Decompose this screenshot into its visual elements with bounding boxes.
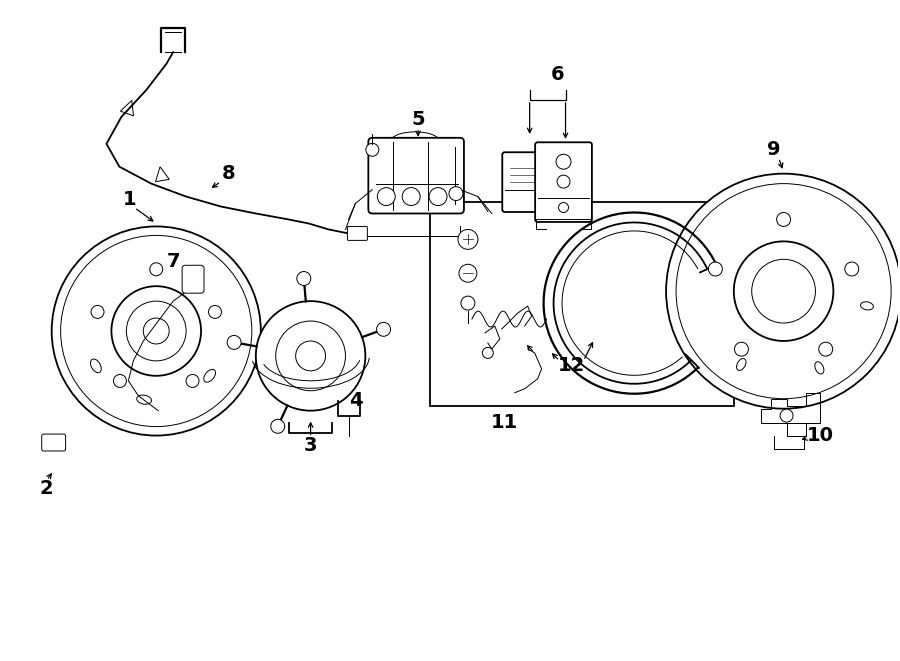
FancyBboxPatch shape [502,152,545,212]
Circle shape [559,202,569,212]
Circle shape [429,188,447,206]
FancyBboxPatch shape [536,142,592,222]
Bar [430,202,734,406]
Circle shape [227,335,241,350]
Circle shape [557,175,570,188]
Text: 3: 3 [304,436,318,455]
Ellipse shape [91,359,102,373]
Circle shape [734,342,749,356]
FancyBboxPatch shape [347,227,367,241]
FancyBboxPatch shape [41,434,66,451]
Text: 4: 4 [348,391,362,410]
Text: 9: 9 [767,140,780,159]
Circle shape [449,186,463,200]
Circle shape [752,259,815,323]
Circle shape [482,348,493,358]
Circle shape [112,286,201,376]
Circle shape [377,188,395,206]
Ellipse shape [814,362,824,374]
Circle shape [366,143,379,156]
Text: 11: 11 [491,413,518,432]
Circle shape [402,188,420,206]
Circle shape [275,321,346,391]
Circle shape [271,419,284,433]
Circle shape [149,263,163,276]
Circle shape [113,375,126,387]
Circle shape [91,305,104,319]
Circle shape [296,341,326,371]
Circle shape [60,235,252,426]
Text: 10: 10 [807,426,834,445]
Circle shape [186,375,199,387]
Text: 7: 7 [166,252,180,271]
Circle shape [734,241,833,341]
Text: 6: 6 [551,65,564,83]
Text: 1: 1 [122,190,136,209]
Circle shape [459,264,477,282]
Circle shape [676,184,891,399]
Circle shape [819,342,832,356]
Ellipse shape [736,358,746,370]
Circle shape [458,229,478,249]
Circle shape [297,272,310,286]
Ellipse shape [860,302,873,310]
Text: 2: 2 [40,479,53,498]
Circle shape [708,262,723,276]
Circle shape [461,296,475,310]
Text: 12: 12 [558,356,585,375]
Circle shape [777,212,790,227]
Circle shape [780,409,793,422]
Circle shape [845,262,859,276]
FancyBboxPatch shape [182,265,204,293]
Ellipse shape [203,369,215,382]
Circle shape [376,323,391,336]
FancyBboxPatch shape [368,137,464,214]
Text: 8: 8 [222,164,236,183]
Circle shape [256,301,365,410]
Circle shape [143,318,169,344]
Circle shape [51,227,261,436]
Circle shape [126,301,186,361]
Circle shape [556,154,571,169]
Ellipse shape [137,395,151,405]
Text: 5: 5 [411,110,425,130]
Circle shape [209,305,221,319]
Circle shape [666,174,900,408]
